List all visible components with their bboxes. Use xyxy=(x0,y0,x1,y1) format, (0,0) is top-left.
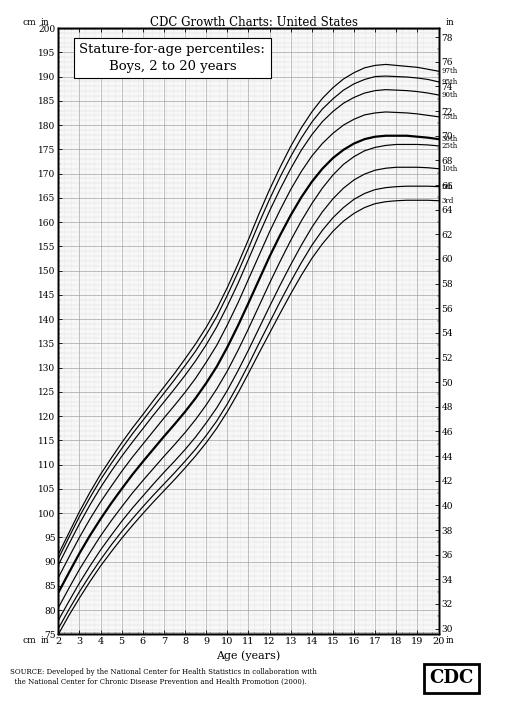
Text: 25th: 25th xyxy=(441,142,457,150)
Text: 75th: 75th xyxy=(441,113,457,121)
Text: 90th: 90th xyxy=(441,91,457,99)
Text: 3rd: 3rd xyxy=(441,197,453,205)
Text: cm: cm xyxy=(23,636,37,645)
Text: 97th: 97th xyxy=(441,67,457,75)
Text: in: in xyxy=(446,18,454,27)
Text: Stature-for-age percentiles:
Boys, 2 to 20 years: Stature-for-age percentiles: Boys, 2 to … xyxy=(80,43,265,73)
Text: in: in xyxy=(41,18,49,27)
Text: CDC: CDC xyxy=(429,669,474,687)
Text: 95th: 95th xyxy=(441,78,457,86)
Text: 5th: 5th xyxy=(441,183,453,191)
Text: in: in xyxy=(446,636,454,645)
Text: CDC Growth Charts: United States: CDC Growth Charts: United States xyxy=(150,16,357,29)
Text: in: in xyxy=(41,636,49,645)
X-axis label: Age (years): Age (years) xyxy=(216,651,280,661)
Text: 50th: 50th xyxy=(441,135,457,143)
Text: cm: cm xyxy=(23,18,37,27)
Text: 10th: 10th xyxy=(441,165,457,172)
Text: SOURCE: Developed by the National Center for Health Statistics in collaboration : SOURCE: Developed by the National Center… xyxy=(10,668,317,686)
